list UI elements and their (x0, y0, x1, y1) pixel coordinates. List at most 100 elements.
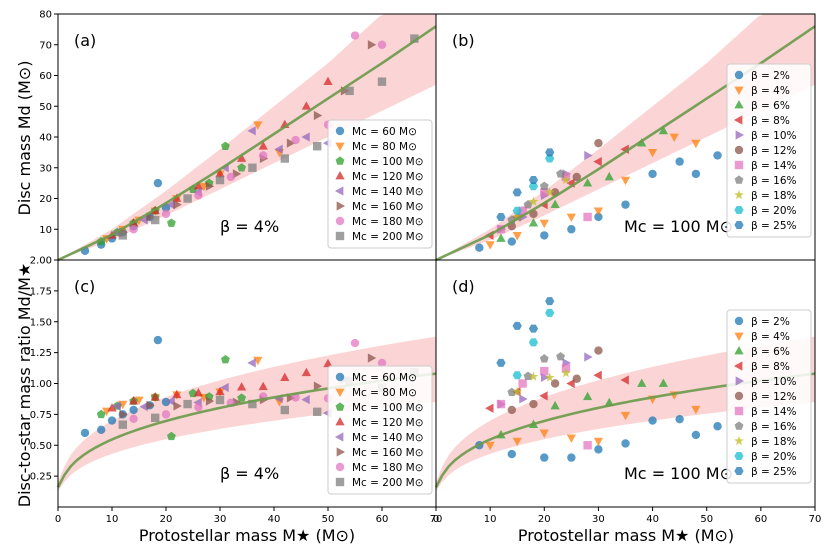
legend-box (726, 309, 812, 484)
data-point (544, 187, 555, 197)
data-point (193, 387, 204, 397)
data-point (236, 382, 247, 391)
legend-label: β = 20% (751, 451, 797, 463)
data-point (485, 441, 495, 451)
data-point (80, 428, 90, 438)
data-point (139, 402, 148, 412)
data-point (572, 172, 581, 182)
legend-label: β = 20% (751, 205, 797, 217)
legend-marker (734, 145, 744, 155)
legend-marker (335, 372, 345, 382)
data-point (248, 399, 257, 409)
panel-tag: (a) (74, 31, 96, 50)
y-tick-label: 60 (39, 71, 52, 82)
data-point (561, 175, 571, 185)
y-tick-label: 0.50 (30, 441, 52, 452)
data-point (518, 379, 527, 388)
legend-marker (734, 406, 744, 416)
legend-label: Mc = 100 M⊙ (352, 156, 424, 168)
legend: β = 2% β = 4% β = 6% β = 8% β = 10% β = 12% β … (726, 309, 812, 484)
panel-c: 0 10 20 30 40 50 60 70 0.25 0.50 0.75 1.00 1.25 1.50 1… (30, 256, 443, 526)
y-tick-label: 1.75 (30, 286, 52, 297)
axes-frame (435, 259, 816, 508)
data-point (161, 410, 171, 419)
data-point (259, 151, 268, 160)
panel-tag: (b) (452, 31, 475, 50)
data-point (173, 200, 182, 210)
data-point (475, 243, 484, 252)
legend-marker (734, 451, 744, 461)
data-point (620, 176, 631, 186)
y-tick-label: 1.00 (30, 379, 52, 390)
legend-marker (734, 316, 744, 326)
y-tick-label: 0.75 (30, 410, 52, 421)
data-point (512, 437, 522, 447)
legend-marker (734, 391, 744, 401)
data-point (675, 414, 684, 424)
x-tick-label: 60 (376, 514, 389, 525)
data-point (637, 378, 647, 387)
legend-box (327, 119, 433, 249)
data-point (556, 352, 565, 361)
legend-label: Mc = 200 M⊙ (352, 477, 424, 489)
legend-label: β = 10% (751, 376, 797, 388)
data-point (545, 297, 555, 306)
data-point (647, 149, 658, 158)
data-point (572, 374, 581, 383)
data-point (528, 324, 539, 333)
data-point (496, 212, 506, 221)
data-point (544, 372, 555, 382)
data-point (691, 169, 701, 179)
legend-marker (734, 175, 744, 184)
data-point (658, 125, 669, 135)
legend-label: Mc = 80 M⊙ (352, 387, 417, 399)
legend-marker (733, 115, 743, 125)
data-point (313, 381, 323, 391)
legend-marker (735, 130, 745, 140)
data-point (377, 40, 387, 49)
data-point (350, 31, 360, 40)
data-point (582, 178, 593, 187)
legend-marker (335, 477, 345, 487)
data-point (291, 393, 300, 402)
data-point (594, 346, 603, 355)
data-point (112, 401, 121, 411)
data-point (529, 399, 538, 409)
data-point (274, 144, 283, 154)
data-point (167, 218, 176, 227)
data-point (561, 363, 571, 373)
data-point (713, 422, 722, 431)
data-point (584, 352, 593, 362)
legend-label: Mc = 60 M⊙ (352, 126, 417, 138)
y-tick-label: 50 (39, 102, 52, 113)
panel-annotation: β = 4% (220, 464, 279, 483)
data-point (561, 368, 571, 378)
data-point (194, 191, 203, 200)
data-point (528, 218, 539, 227)
legend-label: β = 12% (751, 145, 797, 157)
legend-label: Mc = 60 M⊙ (352, 372, 417, 384)
legend-marker (335, 416, 345, 426)
data-point (107, 416, 117, 425)
data-point (280, 372, 290, 381)
data-point (556, 169, 565, 178)
y-tick-label: 40 (39, 133, 52, 144)
legend-label: β = 4% (751, 331, 790, 343)
legend-marker (734, 99, 744, 109)
data-point (151, 215, 160, 225)
data-point (301, 394, 310, 405)
data-point (247, 358, 256, 368)
data-point (648, 169, 657, 179)
data-point (236, 153, 247, 162)
data-point (691, 139, 701, 149)
data-point (350, 338, 360, 348)
data-point (107, 403, 117, 412)
x-tick-label: 60 (754, 514, 767, 525)
data-point (540, 188, 549, 197)
fit-band (58, 14, 436, 260)
data-point (523, 200, 533, 209)
legend-label: Mc = 120 M⊙ (352, 171, 424, 183)
data-point (621, 200, 630, 209)
data-point (221, 354, 230, 364)
data-point (621, 439, 630, 448)
